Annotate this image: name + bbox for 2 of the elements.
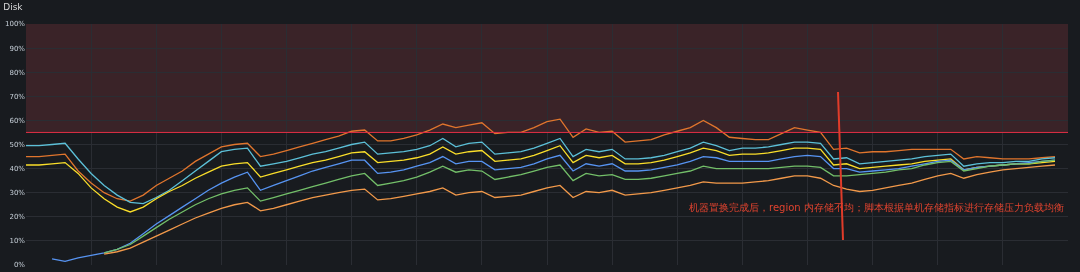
- line-series: [26, 118, 1056, 202]
- chart-title: Disk: [3, 2, 24, 13]
